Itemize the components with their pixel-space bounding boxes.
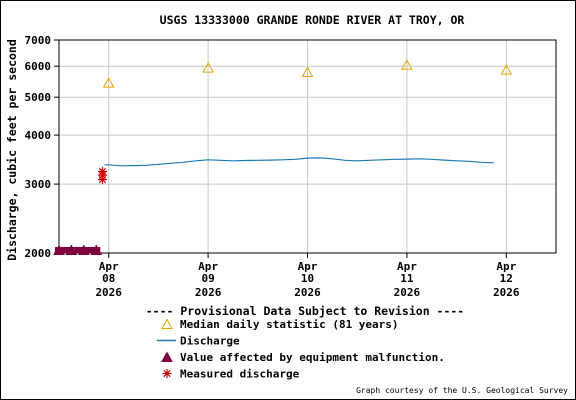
x-tick-month: Apr — [397, 260, 417, 273]
y-tick-label: 6000 — [25, 60, 52, 73]
y-axis-ticks: 2000 3000 4000 5000 6000 7000 — [25, 34, 59, 260]
chart-title: USGS 13333000 GRANDE RONDE RIVER AT TROY… — [160, 13, 465, 27]
x-tick-day: 09 — [201, 272, 214, 285]
x-tick-day: 11 — [400, 272, 414, 285]
legend: Median daily statistic (81 years) Dischar… — [157, 318, 445, 381]
y-tick-label: 2000 — [25, 247, 52, 260]
y-tick-label: 3000 — [25, 178, 52, 191]
x-tick-month: Apr — [496, 260, 516, 273]
legend-item: Measured discharge — [162, 368, 300, 381]
legend-label: Value affected by equipment malfunction. — [180, 351, 445, 364]
y-tick-label: 4000 — [25, 129, 52, 142]
y-axis-label: Discharge, cubic feet per second — [5, 39, 19, 261]
malfunction-bar — [55, 247, 101, 253]
x-tick-year: 2026 — [294, 286, 321, 299]
legend-malfunction-icon — [161, 351, 173, 362]
x-tick-day: 12 — [500, 272, 513, 285]
x-tick-month: Apr — [198, 260, 218, 273]
x-axis-ticks: Apr082026Apr092026Apr102026Apr112026Apr1… — [95, 253, 520, 299]
median-marker — [102, 77, 115, 88]
data-marks — [53, 59, 513, 255]
measured-discharge-marker — [98, 175, 107, 185]
x-tick-day: 10 — [301, 272, 314, 285]
median-marker — [301, 66, 314, 77]
legend-label: Median daily statistic (81 years) — [180, 318, 399, 331]
x-tick-year: 2026 — [95, 286, 122, 299]
median-marker — [202, 62, 214, 73]
x-tick-year: 2026 — [195, 286, 222, 299]
legend-label: Measured discharge — [180, 368, 300, 381]
legend-item: Discharge — [157, 335, 240, 348]
legend-item: Value affected by equipment malfunction. — [161, 351, 445, 364]
median-marker — [500, 64, 513, 75]
legend-measured-icon — [162, 369, 172, 378]
x-tick-year: 2026 — [394, 286, 421, 299]
x-tick-month: Apr — [99, 260, 119, 273]
credit-text: Graph courtesy of the U.S. Geological Su… — [356, 386, 568, 395]
provisional-note: ---- Provisional Data Subject to Revisio… — [146, 304, 465, 318]
legend-median-icon — [161, 318, 173, 329]
x-tick-year: 2026 — [493, 286, 520, 299]
median-marker — [401, 59, 413, 70]
legend-item: Median daily statistic (81 years) — [161, 318, 399, 331]
y-tick-label: 7000 — [25, 34, 52, 47]
y-tick-label: 5000 — [25, 91, 52, 104]
x-tick-month: Apr — [298, 260, 318, 273]
legend-label: Discharge — [180, 335, 240, 348]
discharge-line — [104, 157, 494, 167]
x-tick-day: 08 — [102, 272, 115, 285]
